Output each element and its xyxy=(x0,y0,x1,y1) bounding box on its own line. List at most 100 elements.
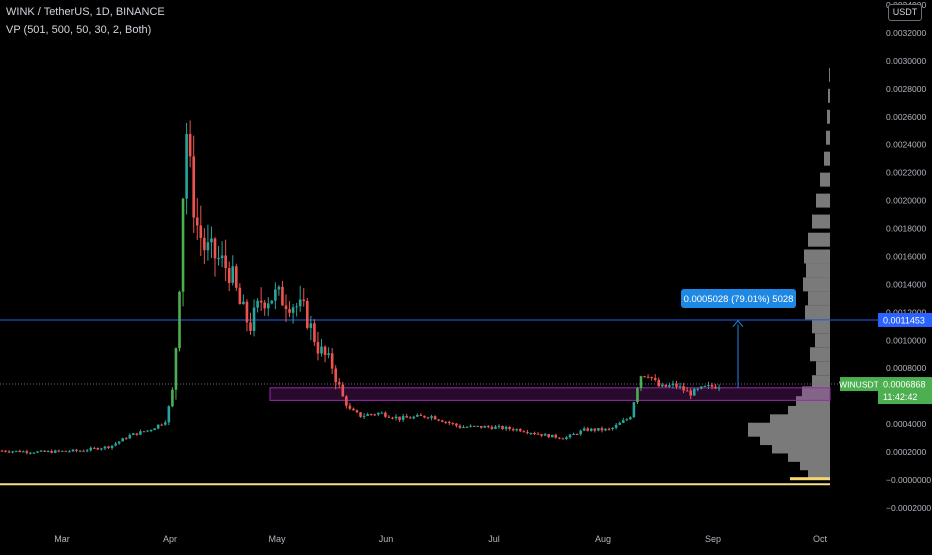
candle-body xyxy=(284,305,288,310)
candle-body xyxy=(238,287,242,305)
candle-body xyxy=(139,431,142,435)
candle-body xyxy=(359,412,362,417)
candle-body xyxy=(288,309,291,313)
candle-body xyxy=(61,450,64,452)
last-price-label: 0.0006868 xyxy=(883,380,926,390)
candle-body xyxy=(692,388,696,396)
price-axis[interactable]: 0.00340000.00320000.00300000.00280000.00… xyxy=(878,0,932,526)
candle-body xyxy=(210,238,213,243)
candle-body xyxy=(572,433,575,435)
candle-body xyxy=(494,426,497,429)
candle-body xyxy=(135,433,139,435)
candle-body xyxy=(156,424,160,429)
volume-profile-bar xyxy=(816,361,830,376)
candle-body xyxy=(540,434,543,436)
candle-body xyxy=(14,450,18,452)
measure-label-box[interactable] xyxy=(681,289,796,308)
candle-body xyxy=(71,449,75,452)
bar-countdown-label: 11:42:42 xyxy=(883,392,917,402)
candle-body xyxy=(483,426,487,428)
demand-zone[interactable] xyxy=(269,387,831,401)
candle-body xyxy=(39,450,43,452)
price-tick-label: 0.0026000 xyxy=(886,112,926,122)
candle-body xyxy=(423,415,426,418)
candle-body xyxy=(558,437,561,439)
hline-price-label: 0.0011453 xyxy=(883,315,925,325)
chart-title: WINK / TetherUS, 1D, BINANCE xyxy=(6,6,165,18)
candle-body xyxy=(671,383,675,386)
candle-body xyxy=(181,198,185,292)
price-tick-label: 0.0030000 xyxy=(886,56,926,66)
measure-label: 0.0005028 (79.01%) 5028 xyxy=(684,294,794,305)
candle-body xyxy=(334,368,337,383)
candle-body xyxy=(519,429,522,432)
last-price-tag xyxy=(878,377,932,405)
indicator-legend[interactable]: VP (501, 500, 50, 30, 2, Both) xyxy=(6,24,152,36)
candle-body xyxy=(661,384,664,387)
candle-body xyxy=(448,421,451,424)
time-tick-label: Mar xyxy=(54,534,70,544)
candle-body xyxy=(153,428,156,431)
candle-body xyxy=(64,450,68,452)
candle-body xyxy=(203,237,206,251)
chart-pane[interactable]: 0.0005028 (79.01%) 5028 WINUSDT xyxy=(0,0,879,526)
candle-body xyxy=(703,385,707,387)
candle-body xyxy=(408,417,412,419)
candle-body xyxy=(188,134,192,157)
volume-profile-bar xyxy=(803,277,830,292)
candle-body xyxy=(93,447,96,449)
candle-body xyxy=(590,428,593,431)
candle-body xyxy=(25,451,29,453)
candle-body xyxy=(451,423,455,425)
candle-body xyxy=(68,451,71,453)
candle-body xyxy=(345,396,348,406)
candle-body xyxy=(405,416,408,418)
hline-price-tag[interactable] xyxy=(878,312,932,327)
candle-body xyxy=(426,417,430,419)
volume-profile-bar xyxy=(808,232,830,247)
candle-body xyxy=(462,427,465,429)
candle-body xyxy=(124,438,128,440)
candle-body xyxy=(476,425,479,427)
candle-body xyxy=(586,428,590,431)
candle-body xyxy=(593,428,597,431)
candle-body xyxy=(171,389,174,407)
volume-profile-bar xyxy=(824,151,830,166)
candle-body xyxy=(511,429,515,431)
candle-body xyxy=(227,268,231,283)
candle-body xyxy=(717,387,721,389)
candle-body xyxy=(650,376,653,378)
candle-body xyxy=(398,416,401,420)
candle-body xyxy=(707,384,710,386)
candle-body xyxy=(621,420,625,423)
candle-body xyxy=(561,438,565,440)
candle-body xyxy=(487,426,490,428)
candle-body xyxy=(579,430,582,435)
volume-profile-bar xyxy=(812,319,830,334)
price-tick-label: 0.0018000 xyxy=(886,224,926,234)
price-tick-label: −0.0000000 xyxy=(886,475,931,485)
candle-body xyxy=(529,432,533,434)
candle-body xyxy=(245,301,249,323)
candle-body xyxy=(657,379,661,387)
candle-body xyxy=(501,426,504,430)
candle-body xyxy=(604,428,607,431)
price-axis-scale[interactable]: 0.00340000.00320000.00300000.00280000.00… xyxy=(878,0,932,526)
candle-body xyxy=(7,451,11,453)
candle-body xyxy=(714,386,717,389)
volume-profile xyxy=(748,67,830,481)
candle-body xyxy=(639,376,643,389)
candle-body xyxy=(636,388,639,403)
candle-body xyxy=(96,447,100,450)
candle-body xyxy=(582,428,586,431)
candle-body xyxy=(78,450,82,452)
currency-badge[interactable]: USDT xyxy=(888,4,922,21)
candle-body xyxy=(195,217,199,226)
time-tick-label: May xyxy=(268,534,286,544)
candle-body xyxy=(455,423,458,426)
time-axis[interactable]: Mar Apr May Jun Jul Aug Sep Oct xyxy=(0,526,878,550)
price-chart[interactable]: 0.0005028 (79.01%) 5028 WINUSDT xyxy=(0,0,879,526)
candle-body xyxy=(465,426,469,428)
candle-body xyxy=(295,306,298,308)
candle-body xyxy=(355,410,359,413)
